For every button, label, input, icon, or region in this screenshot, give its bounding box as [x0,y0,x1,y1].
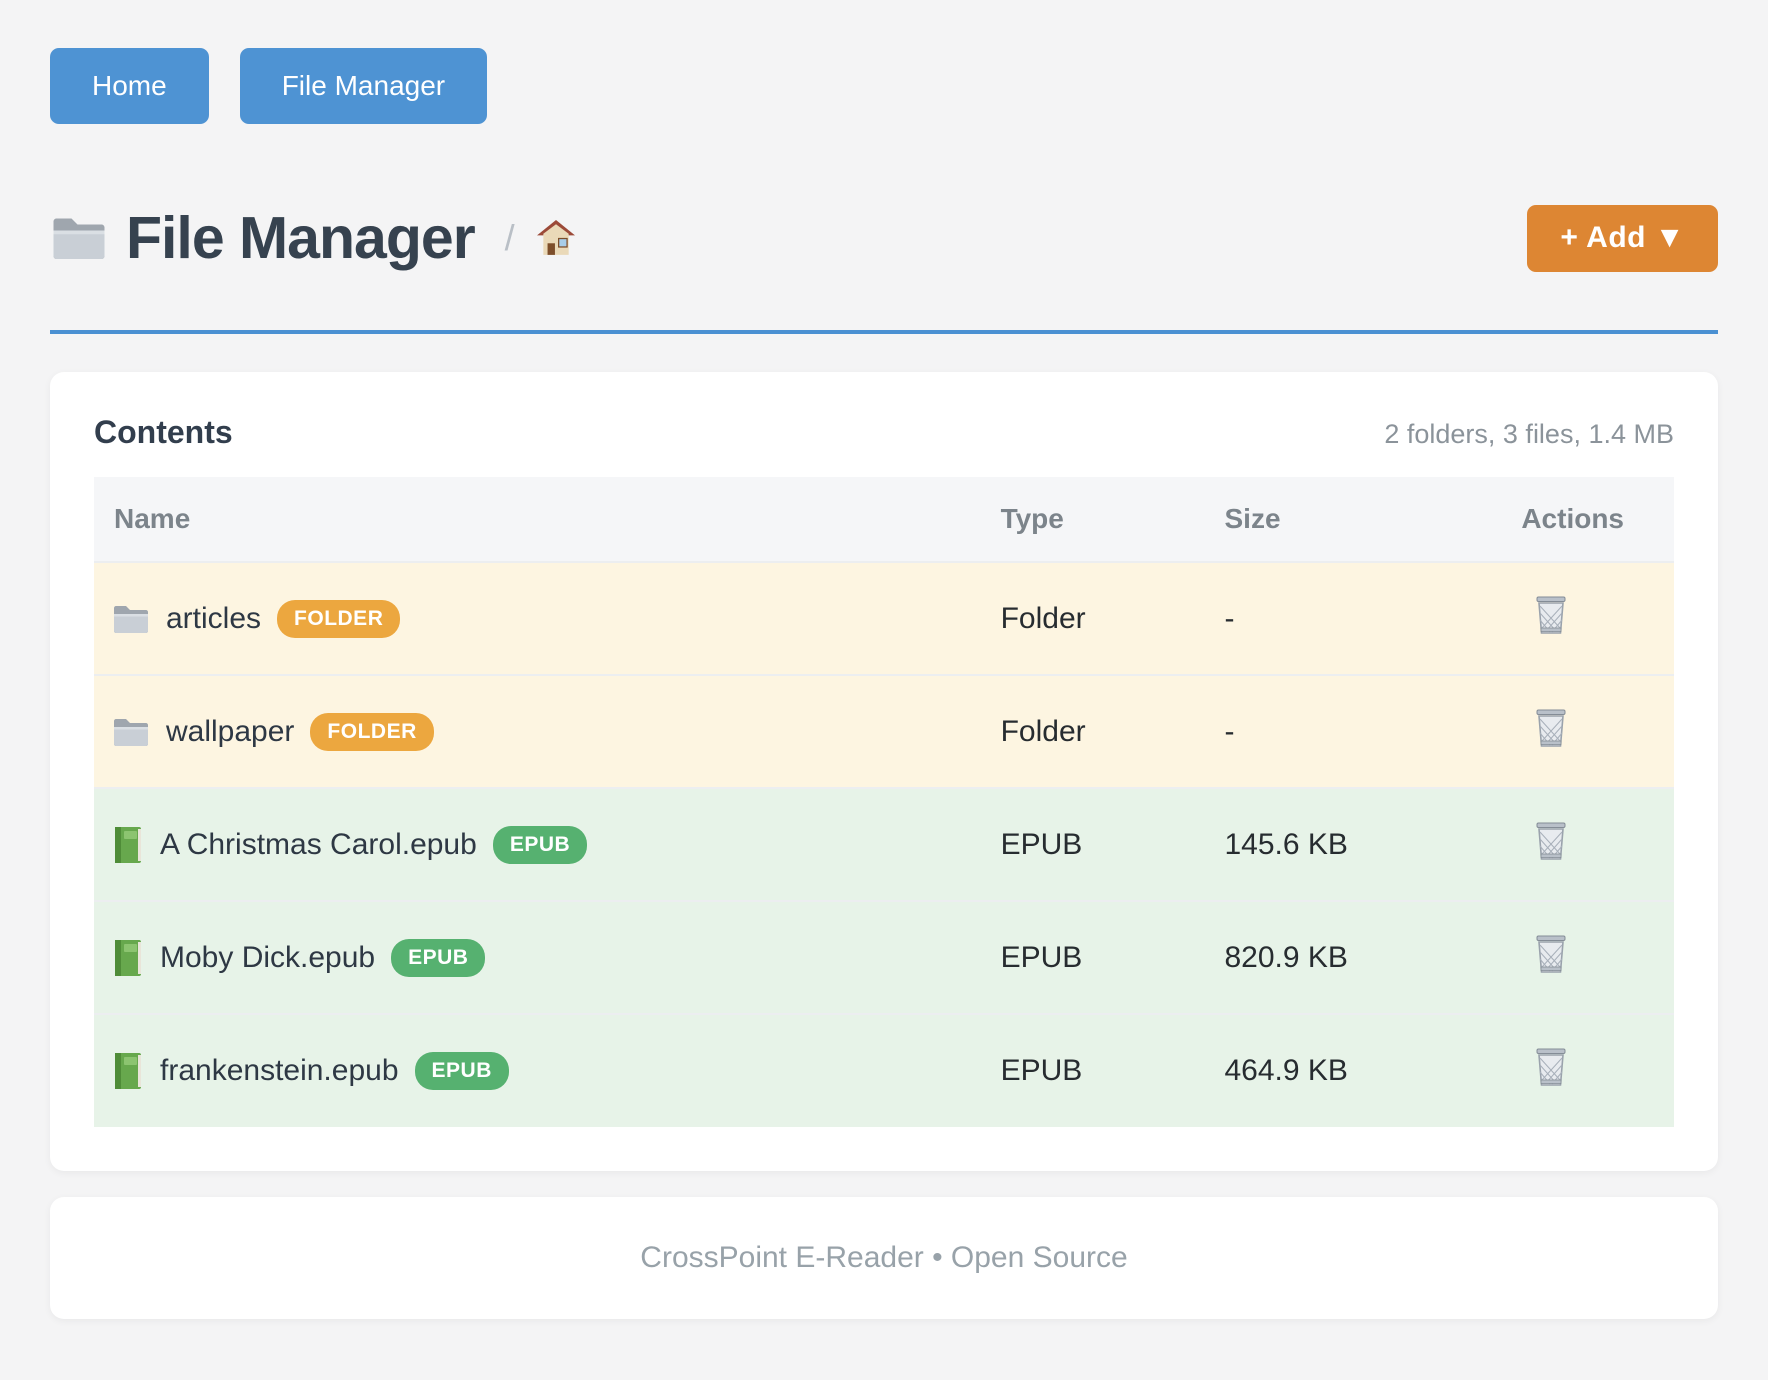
delete-button[interactable] [1534,822,1568,860]
type-cell: EPUB [1000,1054,1083,1087]
type-cell: Folder [1000,601,1086,635]
file-table-body: articles FOLDER Folder - wallpaper FOLDER Fold… [94,562,1674,1127]
column-header-type: Type [1000,503,1064,534]
file-name[interactable]: articles [166,601,262,635]
trash-icon [1534,596,1568,634]
delete-button[interactable] [1534,935,1568,973]
contents-summary: 2 folders, 3 files, 1.4 MB [1384,419,1674,449]
page-header: File Manager / + Add ▼ [50,198,1718,278]
file-name[interactable]: frankenstein.epub [160,1054,399,1087]
contents-card: Contents 2 folders, 3 files, 1.4 MB Name… [50,372,1718,1171]
type-badge: EPUB [414,1052,509,1090]
size-cell: - [1224,601,1235,635]
type-badge: FOLDER [310,712,434,751]
column-header-actions: Actions [1521,503,1625,534]
table-row: wallpaper FOLDER Folder - [94,675,1674,788]
home-icon[interactable] [536,219,575,257]
type-cell: EPUB [1000,827,1083,861]
table-row: articles FOLDER Folder - [94,562,1674,675]
table-row: A Christmas Carol.epub EPUB EPUB 145.6 KB [94,788,1674,901]
folder-icon [50,214,108,262]
file-table: Name Type Size Actions articles FOLDER Fol… [94,477,1674,1127]
type-badge: FOLDER [277,599,401,638]
type-badge: EPUB [492,825,588,864]
book-icon [112,1052,144,1090]
add-button[interactable]: + Add ▼ [1527,204,1718,272]
column-header-size: Size [1224,503,1281,534]
file-name[interactable]: A Christmas Carol.epub [160,827,477,861]
type-badge: EPUB [391,938,486,977]
trash-icon [1534,709,1568,747]
table-header-row: Name Type Size Actions [94,477,1674,562]
size-cell: 820.9 KB [1224,940,1348,974]
file-name[interactable]: Moby Dick.epub [160,940,376,974]
book-icon [112,939,144,977]
column-header-name: Name [114,503,191,534]
file-manager-nav-button[interactable]: File Manager [239,48,488,124]
title-divider [50,330,1718,334]
breadcrumb-nav: Home File Manager [50,48,1718,124]
delete-button[interactable] [1534,596,1568,634]
table-row: frankenstein.epub EPUB EPUB 464.9 KB [94,1014,1674,1127]
footer-text: CrossPoint E-Reader • Open Source [640,1241,1128,1274]
size-cell: 145.6 KB [1224,827,1348,861]
title-group: File Manager / [50,204,575,272]
type-cell: Folder [1000,714,1086,748]
book-icon [112,826,144,864]
size-cell: - [1224,714,1235,748]
contents-heading: Contents [94,414,233,450]
delete-button[interactable] [1534,709,1568,747]
size-cell: 464.9 KB [1224,1054,1348,1087]
trash-icon [1534,1048,1568,1086]
folder-icon [112,716,150,748]
file-name[interactable]: wallpaper [166,714,295,748]
breadcrumb-separator: / [504,217,515,258]
trash-icon [1534,935,1568,973]
page-title: File Manager [126,205,476,271]
type-cell: EPUB [1000,940,1083,974]
trash-icon [1534,822,1568,860]
table-row: Moby Dick.epub EPUB EPUB 820.9 KB [94,901,1674,1014]
footer: CrossPoint E-Reader • Open Source [50,1197,1718,1319]
folder-icon [112,603,150,635]
delete-button[interactable] [1534,1048,1568,1086]
home-nav-button[interactable]: Home [50,48,209,124]
